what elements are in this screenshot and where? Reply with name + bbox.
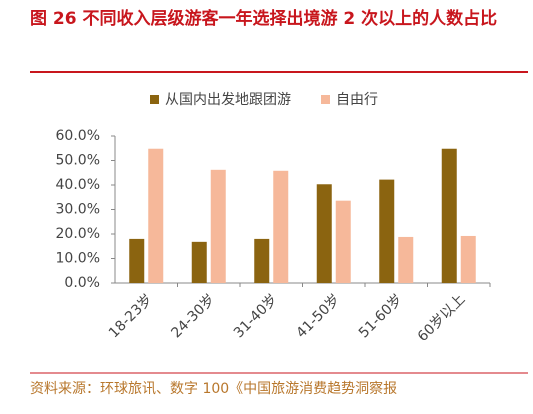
y-tick-label: 20.0% (56, 226, 100, 242)
x-tick-label: 41-50岁 (293, 291, 343, 341)
bar (254, 238, 270, 283)
bar (129, 238, 145, 283)
y-tick-label: 60.0% (56, 128, 100, 144)
bar (316, 184, 332, 283)
x-tick-label: 31-40岁 (231, 291, 281, 341)
bar (379, 179, 395, 283)
bar (273, 170, 289, 283)
bar (335, 200, 351, 283)
x-tick-label: 24-30岁 (168, 291, 218, 341)
bar (191, 241, 207, 283)
x-tick-label: 60岁以上 (415, 291, 469, 345)
y-tick-label: 30.0% (56, 202, 100, 218)
y-tick-label: 40.0% (56, 177, 100, 193)
y-tick-label: 10.0% (56, 251, 100, 267)
y-tick-label: 0.0% (64, 275, 100, 291)
source-note: 资料来源：环球旅讯、数字 100《中国旅游消费趋势洞察报 (30, 380, 397, 397)
bar (398, 236, 414, 283)
y-tick-label: 50.0% (56, 153, 100, 169)
x-tick-label: 18-23岁 (106, 291, 156, 341)
chart-title: 图 26 不同收入层级游客一年选择出境游 2 次以上的人数占比 (30, 9, 498, 29)
legend-label: 自由行 (336, 92, 378, 108)
bar (460, 235, 476, 283)
legend-swatch (150, 95, 159, 104)
legend-label: 从国内出发地跟团游 (165, 92, 291, 108)
bar (210, 169, 226, 283)
legend-swatch (321, 95, 330, 104)
bar (441, 148, 457, 283)
bar (148, 148, 164, 283)
x-tick-label: 51-60岁 (356, 291, 406, 341)
